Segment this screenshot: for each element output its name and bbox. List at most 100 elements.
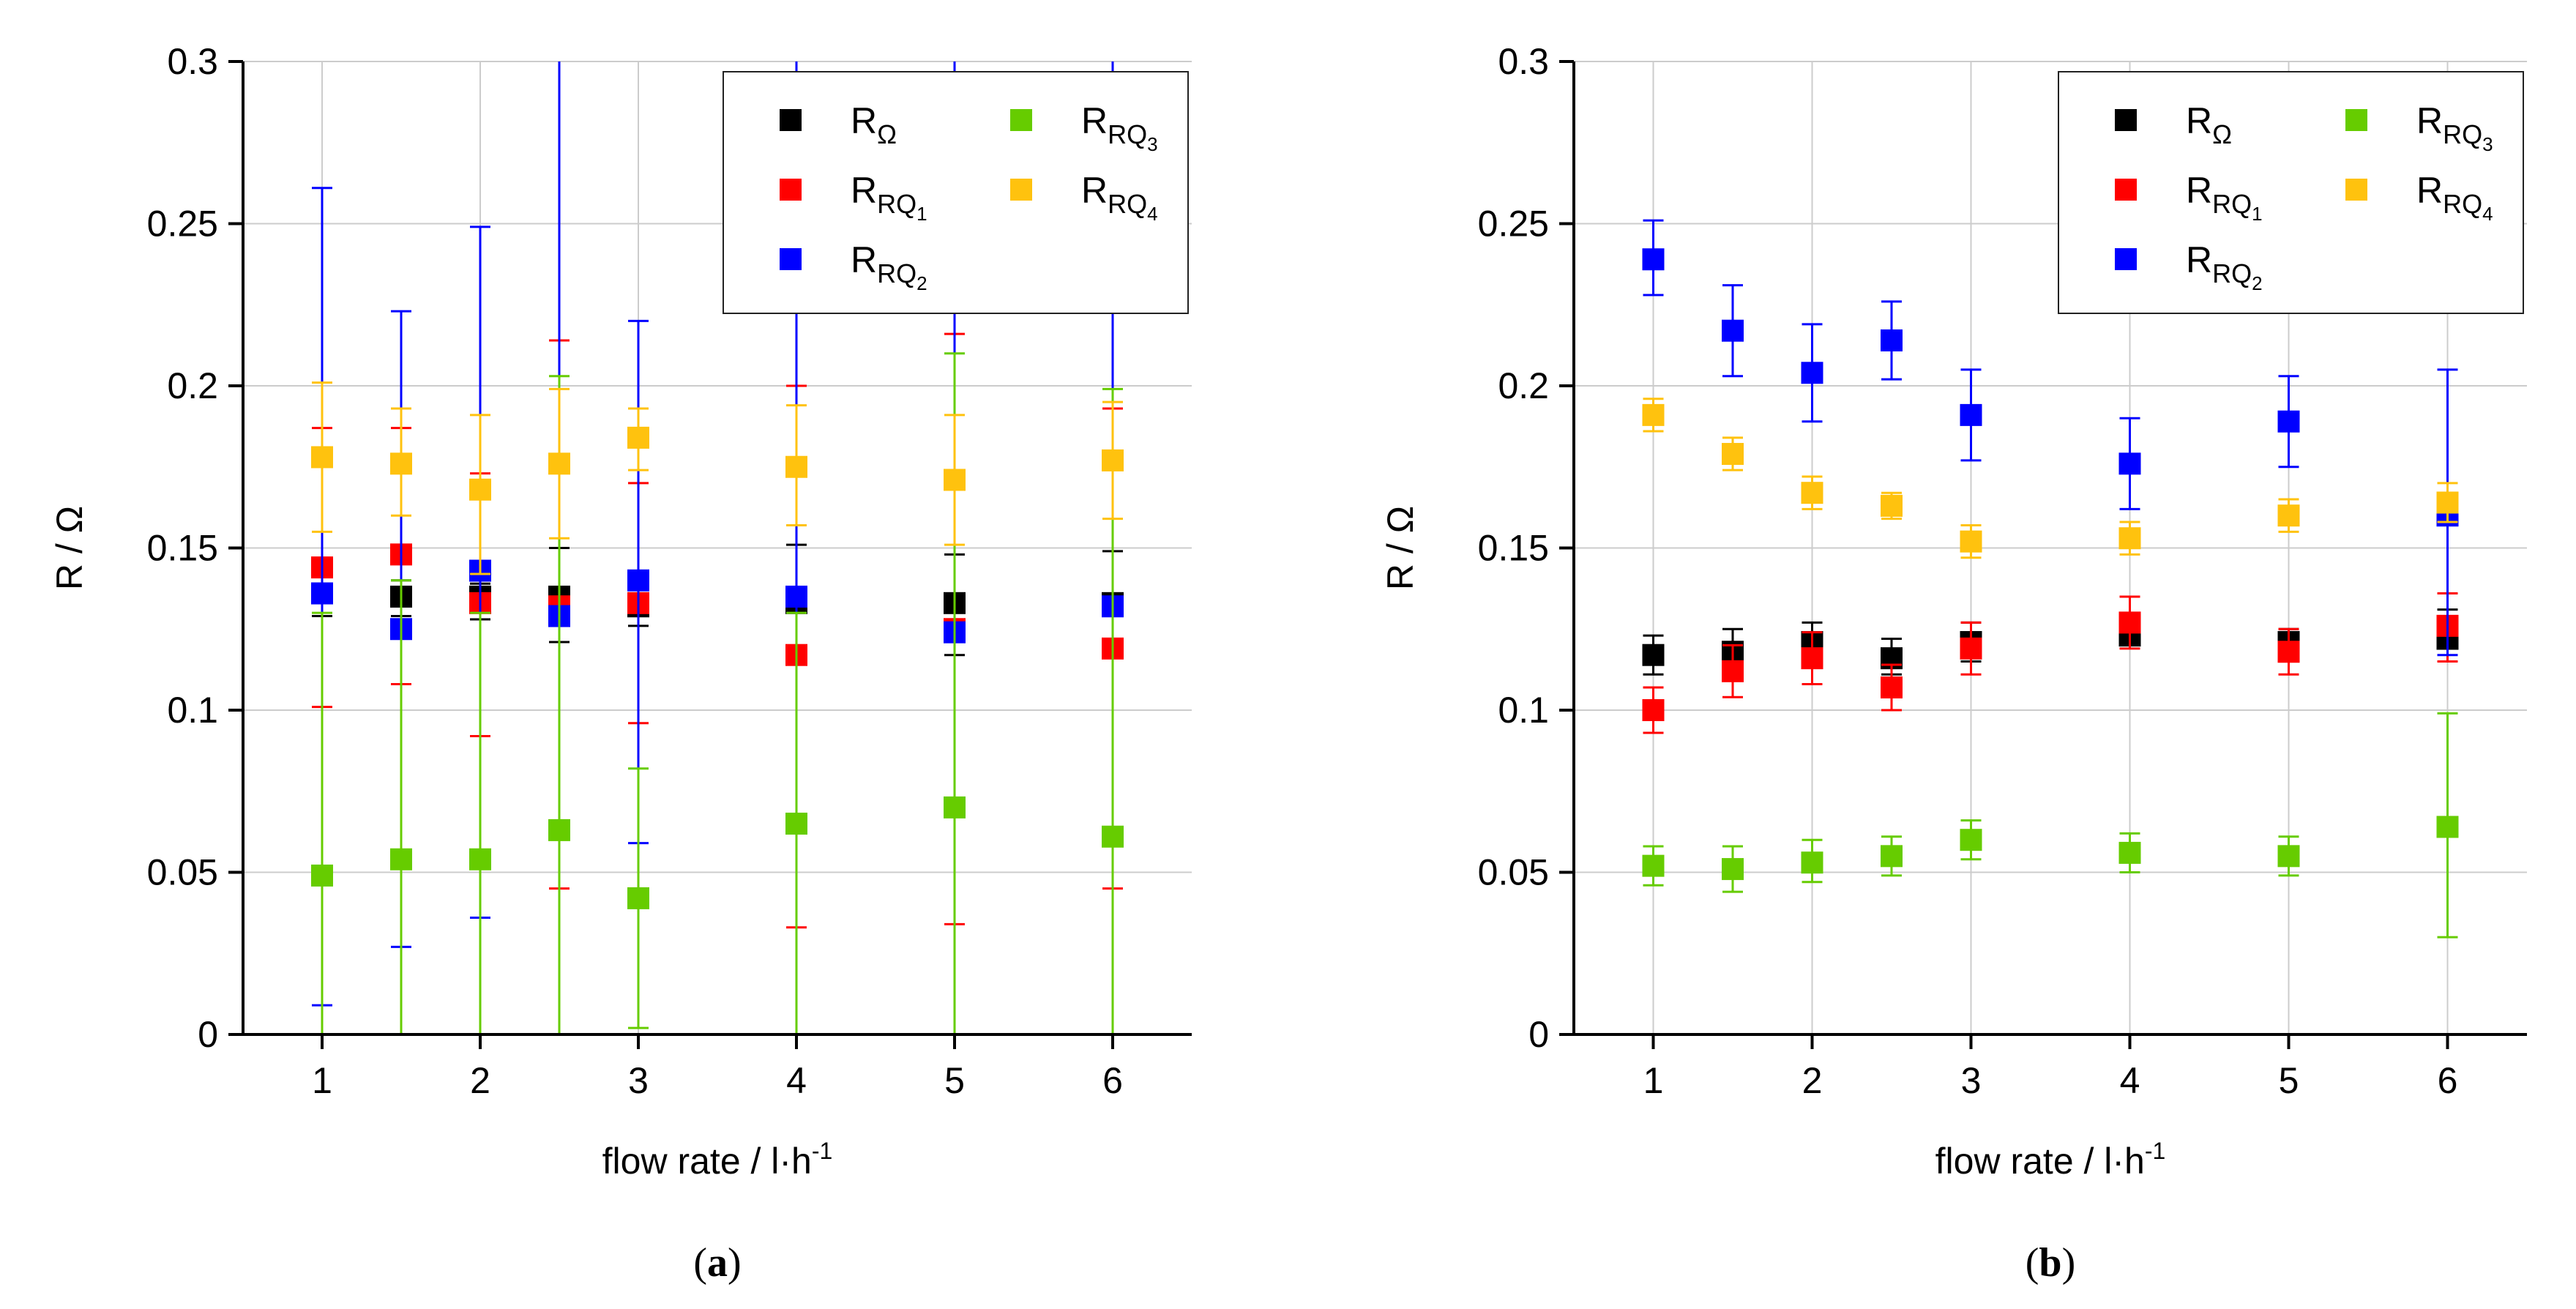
legend-marker	[2115, 109, 2137, 131]
data-point	[1722, 858, 1744, 881]
legend-label-subsub: 4	[1147, 203, 1157, 225]
x-axis-label-main: flow rate / l·h	[602, 1141, 812, 1182]
data-point	[469, 478, 491, 501]
data-point	[2277, 641, 2300, 663]
axes	[1559, 60, 2527, 1049]
data-point	[1102, 825, 1124, 848]
legend-item-R_RQ4: RRQ4	[2345, 170, 2493, 225]
y-tick-label: 0.15	[147, 528, 218, 569]
y-tick-label: 0.1	[167, 690, 218, 731]
axes	[228, 60, 1192, 1049]
y-tick-label: 0.3	[167, 41, 218, 82]
legend-label-sub: RQ	[2443, 189, 2482, 219]
data-point	[2436, 816, 2459, 838]
panel-label: (a)	[693, 1240, 741, 1286]
data-point	[1722, 443, 1744, 466]
legend-label: RRQ2	[2186, 239, 2263, 294]
x-axis-label-sup: -1	[2145, 1138, 2165, 1164]
y-axis-label: R / Ω	[1380, 506, 1421, 590]
data-point	[2277, 504, 2300, 527]
legend-label-main: R	[2186, 239, 2212, 280]
x-tick-label: 2	[1802, 1060, 1823, 1101]
legend-label-main: R	[851, 239, 877, 280]
data-point	[1642, 699, 1665, 721]
data-point	[1801, 851, 1823, 874]
x-tick-label: 3	[1961, 1060, 1982, 1101]
error-bar	[391, 579, 411, 1034]
legend-label: RRQ1	[851, 170, 927, 225]
legend-label-sub: Ω	[877, 119, 897, 149]
data-point	[944, 796, 966, 818]
legend-label-main: R	[1081, 170, 1108, 211]
data-point	[390, 848, 412, 870]
legend-label-main: R	[2186, 170, 2212, 211]
x-tick-label: 4	[2120, 1060, 2140, 1101]
series-R_RQ4	[311, 381, 1124, 575]
series-R_RQ4	[1642, 398, 2459, 559]
legend-label: RΩ	[2186, 100, 2232, 149]
data-point	[1960, 829, 1982, 851]
legend-label-sub: RQ	[877, 189, 916, 219]
data-point	[1881, 676, 1903, 698]
data-point	[785, 455, 807, 478]
y-tick-label: 0.15	[1478, 528, 1549, 569]
error-bar	[312, 611, 332, 1034]
x-tick-label: 6	[1102, 1060, 1123, 1101]
data-point	[311, 864, 333, 887]
data-point	[2118, 452, 2141, 475]
panel-label-open: (	[2026, 1240, 2039, 1286]
legend-label-subsub: 1	[916, 203, 927, 225]
x-tick-label: 2	[470, 1060, 490, 1101]
data-point	[1722, 319, 1744, 342]
data-point	[1960, 403, 1982, 426]
data-point	[2436, 491, 2459, 514]
data-point	[944, 469, 966, 491]
legend-label-main: R	[851, 170, 877, 211]
data-point	[1960, 637, 1982, 660]
legend-marker	[780, 109, 802, 131]
legend-item-R_Omega: RΩ	[2115, 100, 2232, 149]
y-tick-label: 0.05	[147, 852, 218, 893]
chart-panel-a: 0 0.05 0.1 0.15 0.2 0.25 0.3 1 2 3 4 5 6 R / Ω flow ra…	[49, 41, 1192, 1286]
legend-item-R_RQ4: RRQ4	[1010, 170, 1158, 225]
y-tick-label: 0.05	[1478, 852, 1549, 893]
data-point	[2277, 410, 2300, 433]
legend-label-main: R	[2416, 100, 2443, 141]
legend-marker	[780, 179, 802, 201]
legend-label-sub: Ω	[2212, 119, 2232, 149]
data-point	[627, 887, 649, 909]
data-point	[1642, 854, 1665, 877]
legend-label: RΩ	[851, 100, 897, 149]
legend-marker	[2345, 179, 2367, 201]
data-point	[627, 569, 649, 592]
y-tick-label: 0.1	[1498, 690, 1549, 731]
data-point	[1801, 482, 1823, 504]
data-point	[469, 848, 491, 870]
data-point	[311, 582, 333, 605]
legend-label-sub: RQ	[877, 258, 916, 288]
data-point	[1801, 362, 1823, 384]
y-tick-label: 0.2	[167, 365, 218, 406]
data-point	[2277, 845, 2300, 868]
legend-item-R_RQ3: RRQ3	[2345, 100, 2493, 155]
legend-item-R_RQ1: RRQ1	[780, 170, 927, 225]
y-tick-label: 0.25	[147, 204, 218, 245]
x-axis-label: flow rate / l·h-1	[602, 1138, 833, 1182]
error-bar	[470, 611, 490, 1034]
x-tick-label: 5	[2279, 1060, 2299, 1101]
y-axis-label: R / Ω	[49, 506, 90, 590]
legend-label-subsub: 3	[2482, 133, 2493, 155]
legend-label-main: R	[851, 100, 877, 141]
x-tick-label: 1	[312, 1060, 332, 1101]
chart-panel-b: 0 0.05 0.1 0.15 0.2 0.25 0.3 1 2 3 4 5 6 R / Ω flow ra…	[1380, 41, 2527, 1286]
x-tick-label: 4	[786, 1060, 807, 1101]
legend-marker	[1010, 109, 1032, 131]
legend-label: RRQ1	[2186, 170, 2263, 225]
x-tick-label: 1	[1643, 1060, 1664, 1101]
x-tick-label: 6	[2438, 1060, 2458, 1101]
legend-label: RRQ4	[2416, 170, 2493, 225]
legend-label: RRQ3	[1081, 100, 1158, 155]
y-tick-label: 0.2	[1498, 365, 1549, 406]
